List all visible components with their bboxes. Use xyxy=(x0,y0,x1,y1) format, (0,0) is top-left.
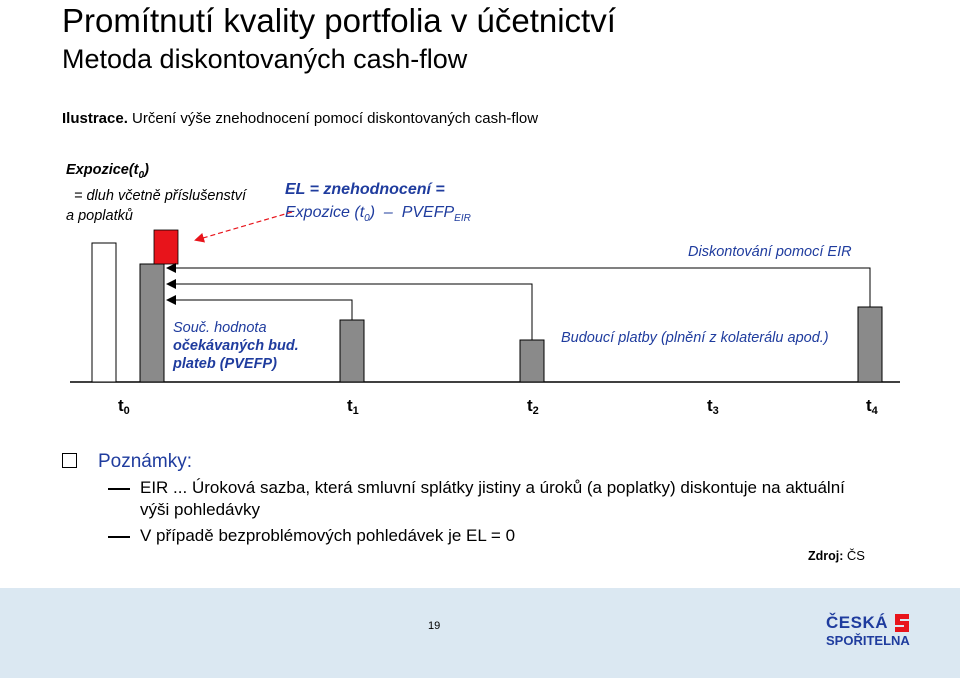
pvefp-label-l3: plateb (PVEFP) xyxy=(173,356,277,372)
tick-t4: t4 xyxy=(866,396,878,417)
checkbox-bullet-icon xyxy=(62,453,77,468)
el-formula-line2a: Expozice (t xyxy=(285,204,365,221)
note-eir-line1: EIR ... Úroková sazba, která smluvní spl… xyxy=(140,478,845,497)
el-pointer-arrow xyxy=(194,211,293,243)
pvefp-bar xyxy=(139,263,165,383)
exposure-line2: = dluh včetně příslušenství xyxy=(74,187,247,204)
exposure-bar xyxy=(91,242,117,383)
el-formula-line2-sub2: EIR xyxy=(454,213,471,225)
exposure-head-end: ) xyxy=(144,162,149,178)
notes-heading: Poznámky: xyxy=(98,451,192,472)
pvefp-label-l2: očekávaných bud. xyxy=(173,338,299,354)
tick-t3: t3 xyxy=(707,396,719,417)
dash-bullet-icon xyxy=(108,536,130,538)
el-red-bar xyxy=(153,229,179,265)
cashflow-diagram xyxy=(70,211,900,383)
page-subtitle: Metoda diskontovaných cash-flow xyxy=(62,44,468,74)
tick-t2: t2 xyxy=(527,396,539,417)
pvefp-label-l1: Souč. hodnota xyxy=(173,320,267,336)
payment-bar-t2 xyxy=(519,339,545,383)
note-eir-line2: výši pohledávky xyxy=(140,500,261,519)
tick-t1: t1 xyxy=(347,396,359,417)
illustration-caption: Ilustrace. Určení výše znehodnocení pomo… xyxy=(62,110,538,127)
red-s-emblem-icon xyxy=(895,614,909,632)
logo-line2: SPOŘITELNA xyxy=(826,633,910,648)
future-payments-label: Budoucí platby (plnění z kolaterálu apod… xyxy=(561,330,829,346)
el-formula-line2b: ) – PVEFP xyxy=(369,204,455,221)
tick-t0: t0 xyxy=(118,396,130,417)
el-formula-line1: EL = znehodnocení = xyxy=(285,181,445,198)
exposure-line3: a poplatků xyxy=(66,207,133,224)
exposure-head-sub: 0 xyxy=(138,169,145,181)
illustration-label: Ilustrace. xyxy=(62,110,128,127)
source-value: ČS xyxy=(846,548,865,563)
source-note: Zdroj: ČS xyxy=(808,548,865,563)
footer-bar xyxy=(0,588,960,678)
note-el-zero: V případě bezproblémových pohledávek je … xyxy=(140,526,516,545)
illustration-text: Určení výše znehodnocení pomocí diskonto… xyxy=(127,110,539,127)
el-formula: EL = znehodnocení = Expozice (t0) – PVEF… xyxy=(285,178,471,230)
exposure-label: Expozice(t0) = dluh včetně příslušenství… xyxy=(66,160,246,226)
discount-arrow-t2 xyxy=(166,279,533,340)
ceska-sporitelna-logo: ČESKÁ SPOŘITELNA xyxy=(826,614,910,650)
logo-line1: ČESKÁ xyxy=(826,613,889,632)
payment-bar-t1 xyxy=(339,319,365,383)
page-number: 19 xyxy=(428,620,441,632)
discount-label: Diskontování pomocí EIR xyxy=(688,244,852,260)
discount-arrow-t1 xyxy=(166,295,353,320)
el-formula-line2-sub: 0 xyxy=(364,213,370,225)
page-title: Promítnutí kvality portfolia v účetnictv… xyxy=(62,2,616,39)
source-label: Zdroj: xyxy=(808,549,844,563)
discount-arrow-t4 xyxy=(166,263,871,307)
dash-bullet-icon xyxy=(108,488,130,490)
exposure-head: Expozice(t xyxy=(66,162,139,178)
pvefp-label: Souč. hodnota očekávaných bud. plateb (P… xyxy=(173,319,299,373)
payment-bar-t4 xyxy=(857,306,883,383)
